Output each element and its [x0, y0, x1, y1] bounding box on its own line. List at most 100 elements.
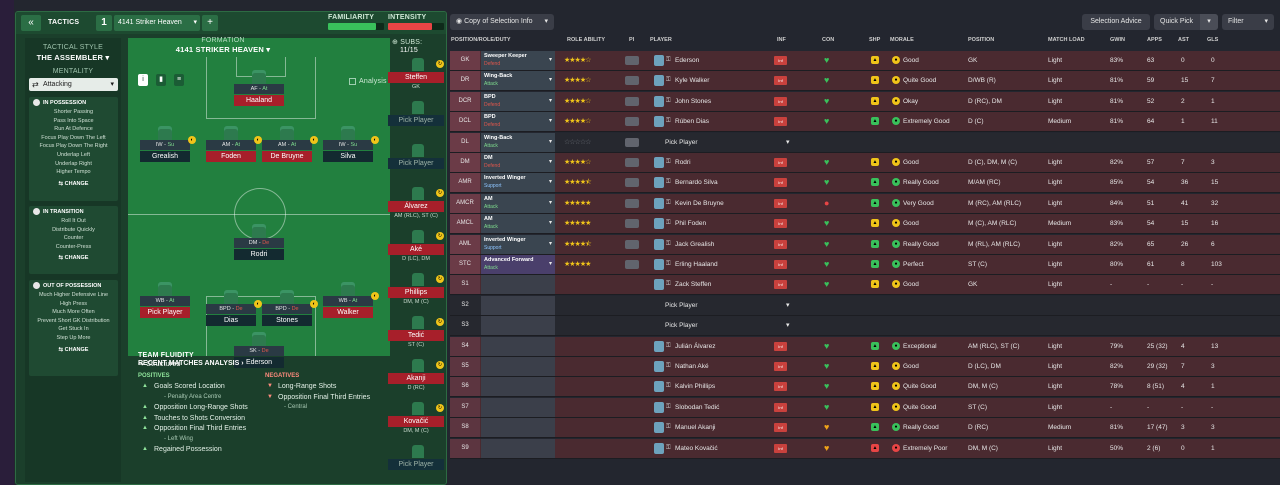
- table-row[interactable]: AML Inverted Winger Support ▾ ★★★★⯪ ⚿ Jack Gre…: [450, 234, 1280, 255]
- column-header[interactable]: APPS: [1147, 37, 1162, 43]
- column-header[interactable]: GLS: [1207, 37, 1219, 43]
- selection-advice-button[interactable]: Selection Advice: [1082, 14, 1150, 30]
- player-name[interactable]: Bernardo Silva: [675, 179, 718, 187]
- table-row[interactable]: STC Advanced Forward Attack ▾ ★★★★★ ⚿ Erling H…: [450, 255, 1280, 275]
- column-header[interactable]: CON: [822, 37, 835, 43]
- table-row[interactable]: S1 ⚿ Zack Steffen Inf ♥ ▲ ● Good GK Light - - - -: [450, 275, 1280, 296]
- table-row[interactable]: DM DM Defend ▾ ★★★★☆ ⚿ Rodri Inf ♥ ▲ ● Good D (C), D…: [450, 153, 1280, 173]
- player-name[interactable]: Phil Foden: [675, 220, 707, 228]
- player-instructions-icon[interactable]: [625, 219, 639, 229]
- role-duty-cell[interactable]: DM Defend ▾: [481, 153, 555, 172]
- role-duty-cell[interactable]: Advanced Forward Attack ▾: [481, 255, 555, 274]
- info-icon[interactable]: i: [138, 74, 148, 86]
- in-possession-change-button[interactable]: ⇆ CHANGE: [58, 180, 89, 187]
- table-row[interactable]: S2 Pick Player ▾: [450, 295, 1280, 316]
- table-row[interactable]: S9 ⚿ Mateo Kovačić Inf ♥ ▲ ● Extremely Poor DM, …: [450, 438, 1280, 459]
- player-instructions-icon[interactable]: [625, 96, 639, 106]
- player-instructions-icon[interactable]: [625, 117, 639, 127]
- player-name[interactable]: John Stones: [675, 97, 712, 105]
- player-name[interactable]: Pick Player: [665, 301, 698, 309]
- player-card[interactable]: DM - De Rodri: [234, 224, 284, 262]
- role-duty-cell[interactable]: Inverted Winger Support ▾: [481, 173, 555, 193]
- player-card[interactable]: IW - Su Silva ◐: [323, 126, 379, 164]
- sub-slot[interactable]: Tedić ST (C) ↻: [386, 316, 446, 350]
- table-row[interactable]: AMCL AM Attack ▾ ★★★★★ ⚿ Phil Foden Inf ♥ ▲ ● Good M…: [450, 214, 1280, 235]
- column-header[interactable]: MATCH LOAD: [1048, 37, 1085, 43]
- table-row[interactable]: S7 ⚿ Slobodan Tedić Inf ♥ ▲ ● Quite Good ST (C) L…: [450, 397, 1280, 418]
- column-header[interactable]: GWIN: [1110, 37, 1125, 43]
- quick-pick-button[interactable]: Quick Pick ▾: [1154, 14, 1218, 30]
- player-card[interactable]: IW - Su Grealish ◐: [140, 126, 196, 164]
- player-name[interactable]: Manuel Akanji: [675, 424, 716, 432]
- player-name[interactable]: Zack Steffen: [675, 281, 712, 289]
- player-instructions-icon[interactable]: [625, 56, 639, 65]
- column-header[interactable]: POSITION/ROLE/DUTY: [451, 37, 511, 43]
- table-row[interactable]: GK Sweeper Keeper Defend ▾ ★★★★☆ ⚿ Ederson Inf ♥…: [450, 51, 1280, 71]
- player-name[interactable]: Rúben Dias: [675, 118, 709, 126]
- sub-slot[interactable]: Aké D (LC), DM ↻: [386, 230, 446, 264]
- player-instructions-icon[interactable]: [625, 198, 639, 208]
- role-duty-cell[interactable]: BPD Defend ▾: [481, 112, 555, 132]
- formation-dropdown[interactable]: 4141 STRIKER HEAVEN ▾: [128, 45, 318, 54]
- column-header[interactable]: SHP: [869, 37, 881, 43]
- sub-slot[interactable]: Kovačić DM, M (C) ↻: [386, 402, 446, 436]
- sub-slot[interactable]: Pick Player: [386, 445, 446, 479]
- role-duty-cell[interactable]: AM Attack ▾: [481, 193, 555, 213]
- player-name[interactable]: Pick Player: [665, 322, 698, 330]
- player-instructions-icon[interactable]: [625, 137, 639, 147]
- role-duty-cell[interactable]: Sweeper Keeper Defend ▾: [481, 51, 555, 70]
- tactic-slot[interactable]: 1: [96, 15, 112, 31]
- player-card[interactable]: SK - De Ederson: [234, 332, 284, 370]
- table-row[interactable]: AMCR AM Attack ▾ ★★★★★ ⚿ Kevin De Bruyne Inf ● ▲ ●…: [450, 193, 1280, 214]
- table-row[interactable]: S5 ⚿ Nathan Aké Inf ♥ ▲ ● Good D (LC), DM Light 82…: [450, 357, 1280, 377]
- sub-slot[interactable]: Steffen GK ↻: [386, 58, 446, 92]
- player-card[interactable]: WB - At Pick Player: [140, 282, 190, 320]
- in-transition-change-button[interactable]: ⇆ CHANGE: [58, 255, 89, 262]
- player-instructions-icon[interactable]: [625, 158, 639, 167]
- add-tactic-button[interactable]: +: [202, 15, 218, 31]
- out-of-possession-change-button[interactable]: ⇆ CHANGE: [58, 346, 89, 353]
- player-name[interactable]: Slobodan Tedić: [675, 403, 720, 411]
- player-instructions-icon[interactable]: [625, 76, 639, 86]
- table-row[interactable]: DR Wing-Back Attack ▾ ★★★★☆ ⚿ Kyle Walker Inf ♥ ▲…: [450, 71, 1280, 92]
- tactical-style-value[interactable]: THE ASSEMBLER ▾: [25, 53, 121, 62]
- table-row[interactable]: DCR BPD Defend ▾ ★★★★☆ ⚿ John Stones Inf ♥ ▲ ● Okay…: [450, 91, 1280, 112]
- player-instructions-icon[interactable]: [625, 239, 639, 249]
- player-name[interactable]: Rodri: [675, 159, 691, 166]
- player-name[interactable]: Julián Álvarez: [675, 342, 716, 350]
- role-duty-cell[interactable]: AM Attack ▾: [481, 214, 555, 234]
- table-row[interactable]: S6 ⚿ Kalvin Phillips Inf ♥ ▲ ● Quite Good DM, M …: [450, 377, 1280, 398]
- role-duty-cell[interactable]: Wing-Back Attack ▾: [481, 71, 555, 91]
- table-row[interactable]: S3 Pick Player ▾: [450, 316, 1280, 337]
- player-name[interactable]: Kyle Walker: [675, 77, 710, 85]
- filter-button[interactable]: Filter ▾: [1222, 14, 1274, 30]
- player-name[interactable]: Nathan Aké: [675, 363, 709, 370]
- sub-slot[interactable]: Álvarez AM (RLC), ST (C) ↻: [386, 187, 446, 221]
- bar-chart-icon[interactable]: ▮: [156, 74, 166, 86]
- table-row[interactable]: DL Wing-Back Attack ▾ ☆☆☆☆☆ Pick Player ▾: [450, 132, 1280, 153]
- column-header[interactable]: INF: [777, 37, 786, 43]
- player-name[interactable]: Mateo Kovačić: [675, 444, 718, 452]
- role-duty-cell[interactable]: BPD Defend ▾: [481, 91, 555, 111]
- role-duty-cell[interactable]: Wing-Back Attack ▾: [481, 132, 555, 152]
- player-card[interactable]: AF - At Haaland: [234, 70, 284, 108]
- column-header[interactable]: MORALE: [890, 37, 914, 43]
- player-name[interactable]: Kalvin Phillips: [675, 383, 716, 391]
- player-instructions-icon[interactable]: [625, 260, 639, 269]
- column-header[interactable]: AST: [1178, 37, 1189, 43]
- instructions-icon[interactable]: ≡: [174, 74, 184, 86]
- player-card[interactable]: BPD - De Stones ◐: [262, 290, 318, 328]
- analysis-checkbox[interactable]: [349, 78, 356, 85]
- player-card[interactable]: AM - At Foden ◐: [206, 126, 262, 164]
- mentality-dropdown[interactable]: ⇄ Attacking ▾: [29, 78, 118, 91]
- player-name[interactable]: Jack Grealish: [675, 240, 715, 248]
- player-name[interactable]: Kevin De Bruyne: [675, 199, 724, 207]
- player-name[interactable]: Pick Player: [665, 138, 698, 146]
- role-duty-cell[interactable]: Inverted Winger Support ▾: [481, 234, 555, 254]
- column-header[interactable]: POSITION: [968, 37, 995, 43]
- player-card[interactable]: AM - At De Bruyne ◐: [262, 126, 318, 164]
- player-name[interactable]: Erling Haaland: [675, 261, 718, 268]
- table-row[interactable]: S4 ⚿ Julián Álvarez Inf ♥ ▲ ● Exceptional AM (RL…: [450, 336, 1280, 357]
- column-header[interactable]: PI: [629, 37, 635, 43]
- analysis-title[interactable]: RECENT MATCHES ANALYSIS ›: [138, 360, 244, 367]
